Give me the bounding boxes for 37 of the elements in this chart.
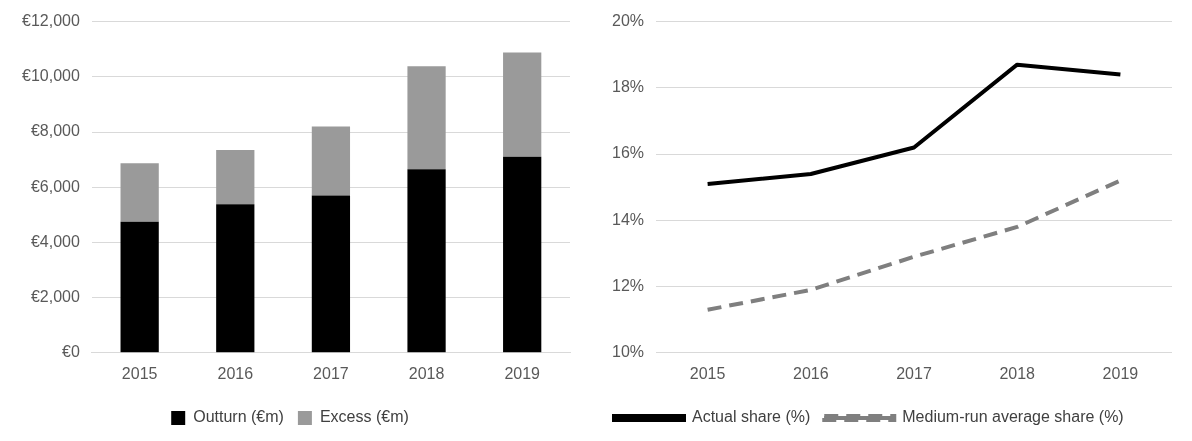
- x-tick-label: 2017: [313, 364, 349, 382]
- y-tick-label: €0: [62, 343, 80, 361]
- bar: [120, 163, 159, 222]
- y-tick-label: 12%: [611, 276, 645, 294]
- y-tick-label: €2,000: [30, 288, 80, 306]
- bar: [311, 126, 351, 196]
- legend-label: Medium-run average share (%): [902, 408, 1124, 426]
- bar: [216, 204, 255, 353]
- x-tick-label: 2016: [217, 364, 254, 382]
- y-tick-label: €12,000: [21, 12, 80, 30]
- x-tick-label: 2016: [793, 364, 829, 382]
- x-tick-label: 2018: [408, 364, 445, 382]
- bar: [216, 149, 255, 205]
- y-tick-label: €6,000: [30, 177, 80, 195]
- x-tick-label: 2019: [1102, 364, 1139, 382]
- legend-label: Actual share (%): [692, 408, 811, 426]
- y-tick-label: €4,000: [30, 232, 80, 250]
- bar: [407, 169, 446, 353]
- y-tick-label: 20%: [611, 12, 645, 30]
- x-tick-label: 2017: [896, 364, 932, 382]
- bar: [311, 195, 351, 353]
- legend-label: Excess (€m): [319, 408, 409, 426]
- y-tick-label: 10%: [611, 343, 645, 361]
- y-tick-label: €10,000: [21, 67, 80, 85]
- y-tick-label: 16%: [611, 144, 645, 162]
- x-tick-label: 2015: [121, 364, 158, 382]
- y-tick-label: €8,000: [30, 122, 80, 140]
- x-tick-label: 2015: [689, 364, 726, 382]
- x-tick-label: 2018: [999, 364, 1036, 382]
- bar: [503, 52, 542, 157]
- legend-label: Outturn (€m): [193, 408, 284, 426]
- x-tick-label: 2019: [504, 364, 541, 382]
- y-tick-label: 18%: [611, 78, 645, 96]
- y-tick-label: 14%: [611, 210, 645, 228]
- bar: [503, 156, 542, 353]
- bar: [407, 66, 446, 170]
- bar: [120, 221, 159, 353]
